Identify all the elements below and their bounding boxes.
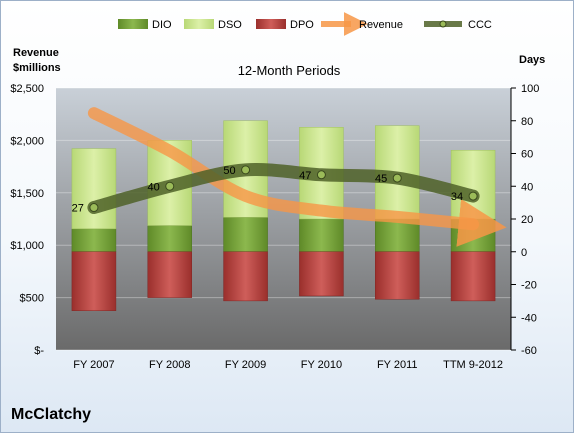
revenue-line (87, 107, 507, 247)
right-tick-label: 20 (521, 214, 533, 226)
bar-dpo (299, 251, 344, 297)
right-axis-title: Days (519, 54, 545, 66)
category-label: FY 2007 (73, 359, 114, 371)
category-label: FY 2011 (377, 359, 418, 371)
company-name: McClatchy (11, 406, 92, 423)
left-axis-ticks: $- $500 $1,000 $1,500 $2,000 $2,500 (10, 83, 44, 357)
category-label: TTM 9-2012 (443, 359, 503, 371)
bar-dpo (450, 251, 496, 302)
right-tick-label: -60 (521, 345, 537, 357)
left-tick-label: $2,000 (10, 135, 44, 147)
ccc-data-label: 50 (223, 165, 235, 177)
legend-item-dio: DIO (118, 19, 172, 31)
legend-swatch (118, 19, 148, 29)
legend-item-revenue: Revenue (321, 12, 403, 36)
category-label: FY 2010 (301, 359, 342, 371)
left-axis-title-line1: Revenue (13, 47, 59, 59)
bar-dio (71, 228, 117, 252)
ccc-data-label: 40 (148, 181, 160, 193)
bar-dpo (147, 251, 192, 298)
ccc-point (165, 181, 175, 191)
line-series: 27 40 50 47 45 34 (72, 107, 507, 247)
right-tick-label: 60 (521, 149, 533, 161)
ccc-point (468, 191, 478, 201)
legend-marker (439, 20, 447, 28)
ccc-data-label: 27 (72, 203, 84, 215)
ccc-data-label: 34 (451, 191, 463, 203)
right-tick-label: 0 (521, 247, 527, 259)
legend-item-dso: DSO (184, 19, 242, 31)
legend-label: Revenue (359, 19, 403, 31)
category-axis: FY 2007 FY 2008 FY 2009 FY 2010 FY 2011 TTM 9… (73, 359, 503, 371)
bar-dio (223, 217, 268, 253)
chart-title: 12-Month Periods (238, 63, 341, 78)
right-tick-label: 40 (521, 181, 533, 193)
ccc-point (316, 170, 326, 180)
bar-dio (299, 218, 344, 252)
bar-series (71, 120, 496, 311)
legend-label: CCC (468, 19, 492, 31)
bar-dio (375, 218, 420, 252)
legend-item-dpo: DPO (256, 19, 314, 31)
bar-dio (147, 225, 192, 253)
left-tick-label: $1,000 (10, 240, 44, 252)
ccc-data-label: 47 (299, 170, 311, 182)
bar-dpo (71, 251, 117, 311)
left-tick-label: $2,500 (10, 83, 44, 95)
category-label: FY 2009 (225, 359, 266, 371)
legend-label: DPO (290, 19, 314, 31)
left-axis-title-line2: $millions (13, 62, 61, 74)
legend-swatch (184, 19, 214, 29)
ccc-point (89, 203, 99, 213)
left-tick-label: $500 (20, 293, 44, 305)
legend-label: DIO (152, 19, 172, 31)
legend-item-ccc: CCC (424, 19, 492, 31)
ccc-line (87, 162, 480, 215)
ccc-point (392, 173, 402, 183)
right-tick-label: 80 (521, 116, 533, 128)
left-tick-label: $1,500 (10, 188, 44, 200)
ccc-data-label: 45 (375, 173, 387, 185)
right-tick-label: 100 (521, 83, 539, 95)
chart-legend: DIO DSO DPO Revenue CCC (118, 12, 492, 36)
bar-dpo (375, 251, 420, 300)
ccc-point (241, 165, 251, 175)
legend-label: DSO (218, 19, 242, 31)
right-axis-ticks: -60 -40 -20 0 20 40 60 80 100 (510, 83, 539, 357)
right-tick-label: -20 (521, 280, 537, 292)
bar-dso (450, 149, 496, 220)
legend-swatch (256, 19, 286, 29)
right-tick-label: -40 (521, 312, 537, 324)
category-label: FY 2008 (149, 359, 190, 371)
bar-dso (71, 148, 117, 230)
left-tick-label: $- (34, 345, 44, 357)
bar-dpo (223, 251, 268, 302)
